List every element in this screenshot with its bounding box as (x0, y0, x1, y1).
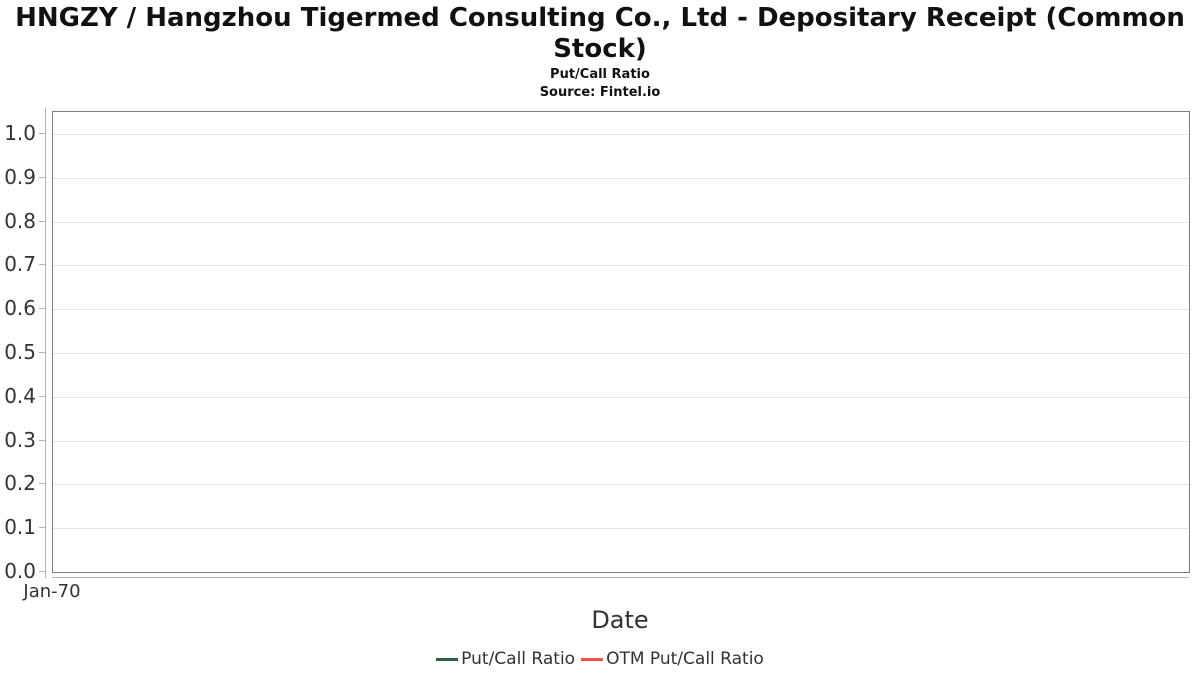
legend-entry: OTM Put/Call Ratio (581, 649, 764, 669)
chart-title-line1: HNGZY / Hangzhou Tigermed Consulting Co.… (15, 3, 1185, 33)
x-axis-title: Date (591, 606, 649, 634)
plot-area (52, 111, 1190, 573)
chart-title: HNGZY / Hangzhou Tigermed Consulting Co.… (0, 3, 1200, 65)
chart-source-label: Source: Fintel.io (539, 85, 661, 100)
gridline (53, 178, 1189, 179)
y-tick-label: 0.6 (4, 296, 36, 320)
gridline (53, 265, 1189, 266)
x-tick-label: Jan-70 (23, 581, 81, 602)
gridline (53, 397, 1189, 398)
y-tick-label: 0.4 (4, 384, 36, 408)
y-tick-label: 0.2 (4, 471, 36, 495)
y-tick-mark (39, 221, 45, 222)
gridline (53, 441, 1189, 442)
y-tick-mark (39, 396, 45, 397)
gridline (53, 353, 1189, 354)
y-tick-label: 0.9 (4, 165, 36, 189)
gridline (53, 222, 1189, 223)
y-tick-label: 0.1 (4, 515, 36, 539)
legend-entry: Put/Call Ratio (436, 649, 575, 669)
y-tick-mark (39, 308, 45, 309)
y-tick-mark (39, 483, 45, 484)
y-tick-label: 0.3 (4, 428, 36, 452)
y-tick-label: 0.7 (4, 252, 36, 276)
y-tick-label: 0.8 (4, 209, 36, 233)
chart-subtitle: Put/Call Ratio (550, 67, 650, 82)
legend-line-swatch (436, 657, 459, 661)
gridline (53, 309, 1189, 310)
y-tick-mark (39, 571, 45, 572)
y-tick-mark (39, 177, 45, 178)
y-tick-mark (39, 264, 45, 265)
y-tick-mark (39, 352, 45, 353)
y-tick-label: 0.0 (4, 559, 36, 583)
gridline (53, 134, 1189, 135)
legend: Put/Call Ratio OTM Put/Call Ratio (0, 648, 1200, 670)
gridline (53, 484, 1189, 485)
y-axis-line (45, 108, 46, 578)
legend-label: Put/Call Ratio (461, 649, 576, 669)
y-tick-mark (39, 440, 45, 441)
y-tick-mark (39, 133, 45, 134)
y-tick-label: 1.0 (4, 121, 36, 145)
gridline (53, 528, 1189, 529)
legend-line-swatch (581, 657, 604, 661)
x-axis-line (52, 577, 1189, 578)
chart-title-line2: Stock) (553, 34, 647, 64)
legend-label: OTM Put/Call Ratio (606, 649, 764, 669)
y-tick-label: 0.5 (4, 340, 36, 364)
y-tick-mark (39, 527, 45, 528)
